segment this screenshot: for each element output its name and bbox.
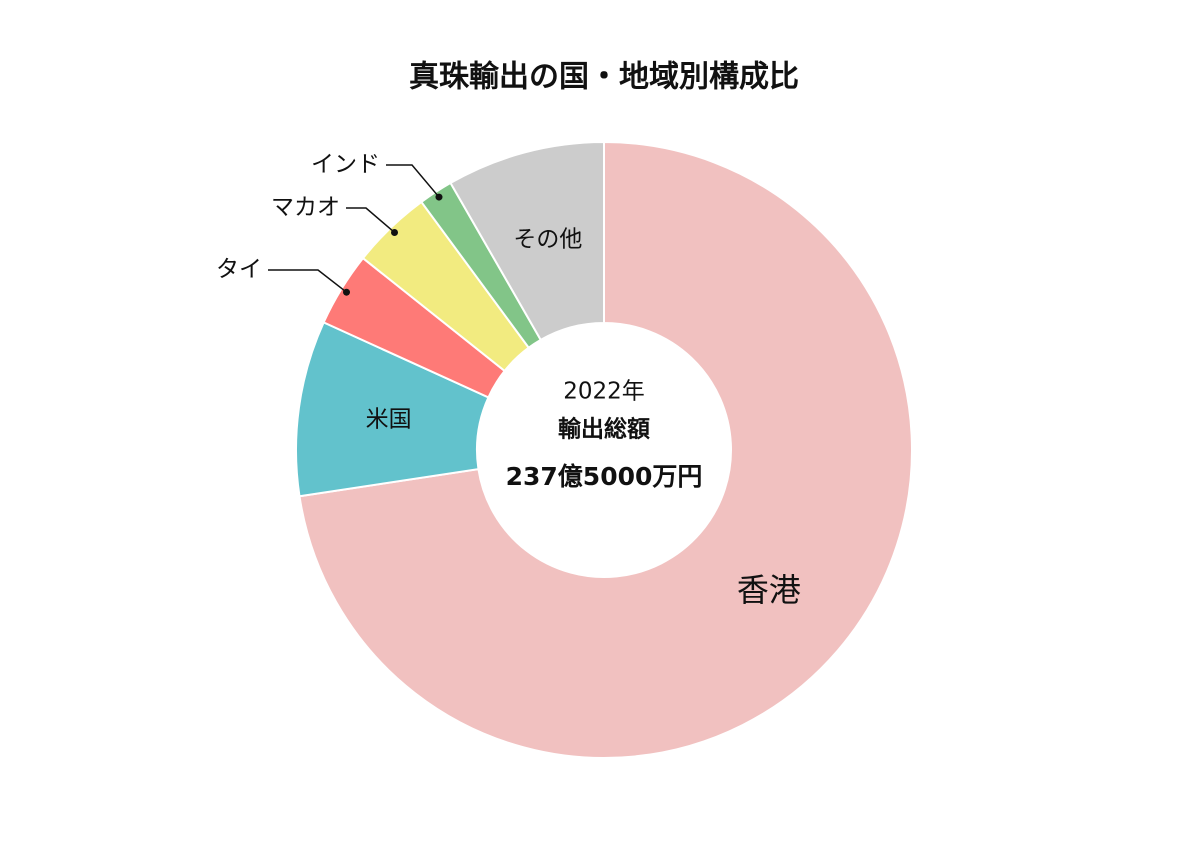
slice (449, 140, 605, 342)
slice (298, 140, 913, 759)
leader-dot (343, 288, 351, 296)
slice-label: タイ (216, 257, 262, 283)
slice (295, 321, 490, 498)
leader-line (346, 207, 396, 234)
slice-label: 米国 (366, 407, 412, 433)
leader-line (268, 269, 347, 293)
slice-label: インド (311, 152, 380, 178)
leader-line (386, 164, 440, 198)
slice-label: 香港 (737, 571, 801, 609)
center-label: 輸出総額 (558, 416, 650, 443)
leader-dot (391, 228, 399, 236)
chart-title: 真珠輸出の国・地域別構成比 (409, 60, 799, 95)
leader-dot (435, 193, 443, 201)
center-label: 2022年 (563, 379, 645, 405)
slice-label: マカオ (271, 195, 340, 221)
slice-label: その他 (513, 226, 582, 252)
center-label: 237億5000万円 (506, 462, 703, 491)
